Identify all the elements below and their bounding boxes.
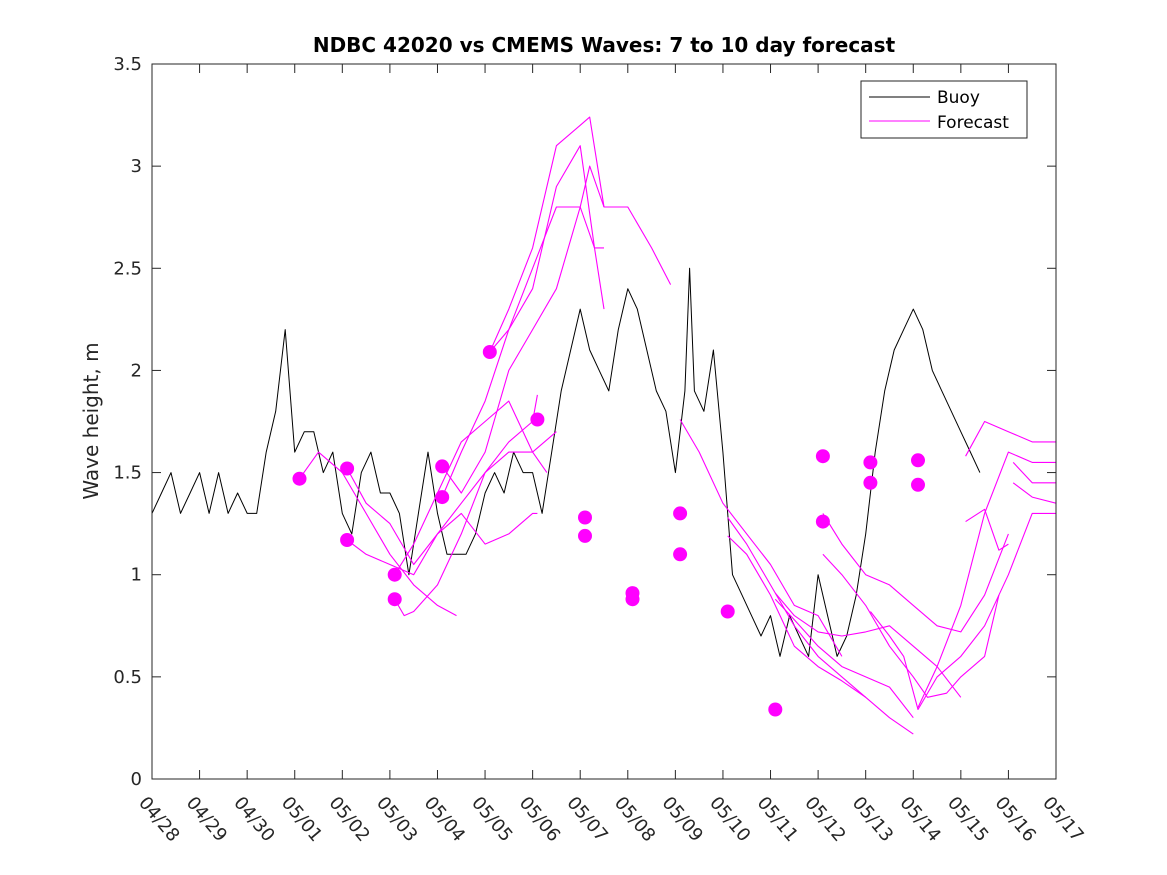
chart-title: NDBC 42020 vs CMEMS Waves: 7 to 10 day f… (313, 33, 896, 57)
forecast-marker-5 (435, 459, 450, 474)
forecast-line-4 (394, 400, 548, 575)
forecast-line-16 (822, 553, 1000, 698)
forecast-marker-7 (482, 345, 497, 359)
forecast-marker-21 (911, 453, 925, 468)
forecast-marker-3 (387, 567, 402, 582)
forecast-line-2 (346, 394, 538, 566)
forecast-line-9 (489, 116, 605, 353)
forecast-marker-8 (530, 412, 545, 427)
forecast-marker-16 (768, 702, 783, 717)
forecast-line-10 (679, 419, 843, 657)
forecast-line-8 (489, 165, 672, 353)
legend-label-forecast: Forecast (937, 113, 1009, 133)
legend-label-buoy: Buoy (937, 88, 980, 108)
forecast-marker-15 (720, 604, 735, 619)
y-tick-label-6: 3 (131, 156, 142, 177)
y-tick-label-1: 0.5 (113, 667, 142, 688)
forecast-marker-22 (911, 477, 925, 492)
plot-area (152, 64, 1056, 779)
forecast-line-17 (869, 512, 1056, 711)
y-axis: 0 0.5 1 1.5 2 2.5 3 3.5 (113, 54, 1056, 790)
forecast-line-13 (774, 592, 962, 698)
forecast-marker-12 (625, 592, 640, 607)
forecast-marker-1 (340, 461, 355, 476)
forecast-marker-19 (863, 455, 878, 470)
forecast-line-11 (727, 517, 914, 735)
forecast-line-20 (965, 508, 1009, 551)
forecast-marker-9 (578, 510, 592, 525)
forecast-marker-6 (435, 490, 450, 505)
plot-frame (151, 63, 1057, 780)
forecast-line-14 (774, 598, 914, 719)
forecast-marker-14 (673, 547, 688, 562)
forecast-marker-17 (815, 449, 830, 464)
forecast-line-18 (917, 451, 1056, 708)
plot-content (152, 116, 1056, 735)
forecast-line-5 (394, 431, 557, 617)
legend: Buoy Forecast (860, 80, 1028, 139)
forecast-marker-2 (340, 533, 355, 547)
legend-box (860, 80, 1028, 139)
forecast-marker-13 (673, 506, 688, 521)
forecast-line-15 (822, 513, 1009, 633)
forecast-marker-0 (292, 471, 307, 486)
forecast-marker-20 (863, 475, 878, 490)
y-tick-label-7: 3.5 (113, 54, 142, 75)
forecast-line-1 (299, 451, 457, 617)
y-axis-label: Wave height, m (79, 342, 103, 499)
forecast-marker-10 (578, 528, 592, 543)
forecast-marker-4 (387, 592, 402, 607)
y-tick-label-5: 2.5 (113, 258, 142, 279)
forecast-marker-18 (815, 514, 830, 529)
y-tick-label-3: 1.5 (113, 463, 142, 484)
forecast-line-12 (727, 535, 867, 698)
series-line-buoy (152, 267, 981, 657)
forecast-line-22 (1012, 482, 1056, 504)
forecast-line-7 (441, 145, 605, 498)
forecast-line-3 (346, 512, 538, 576)
y-tick-label-4: 2 (131, 360, 142, 381)
forecast-line-19 (965, 420, 1056, 457)
y-tick-label-2: 1 (131, 565, 142, 586)
y-tick-label-0: 0 (131, 769, 142, 790)
forecast-line-6 (441, 206, 604, 494)
forecast-line-21 (1012, 462, 1056, 484)
